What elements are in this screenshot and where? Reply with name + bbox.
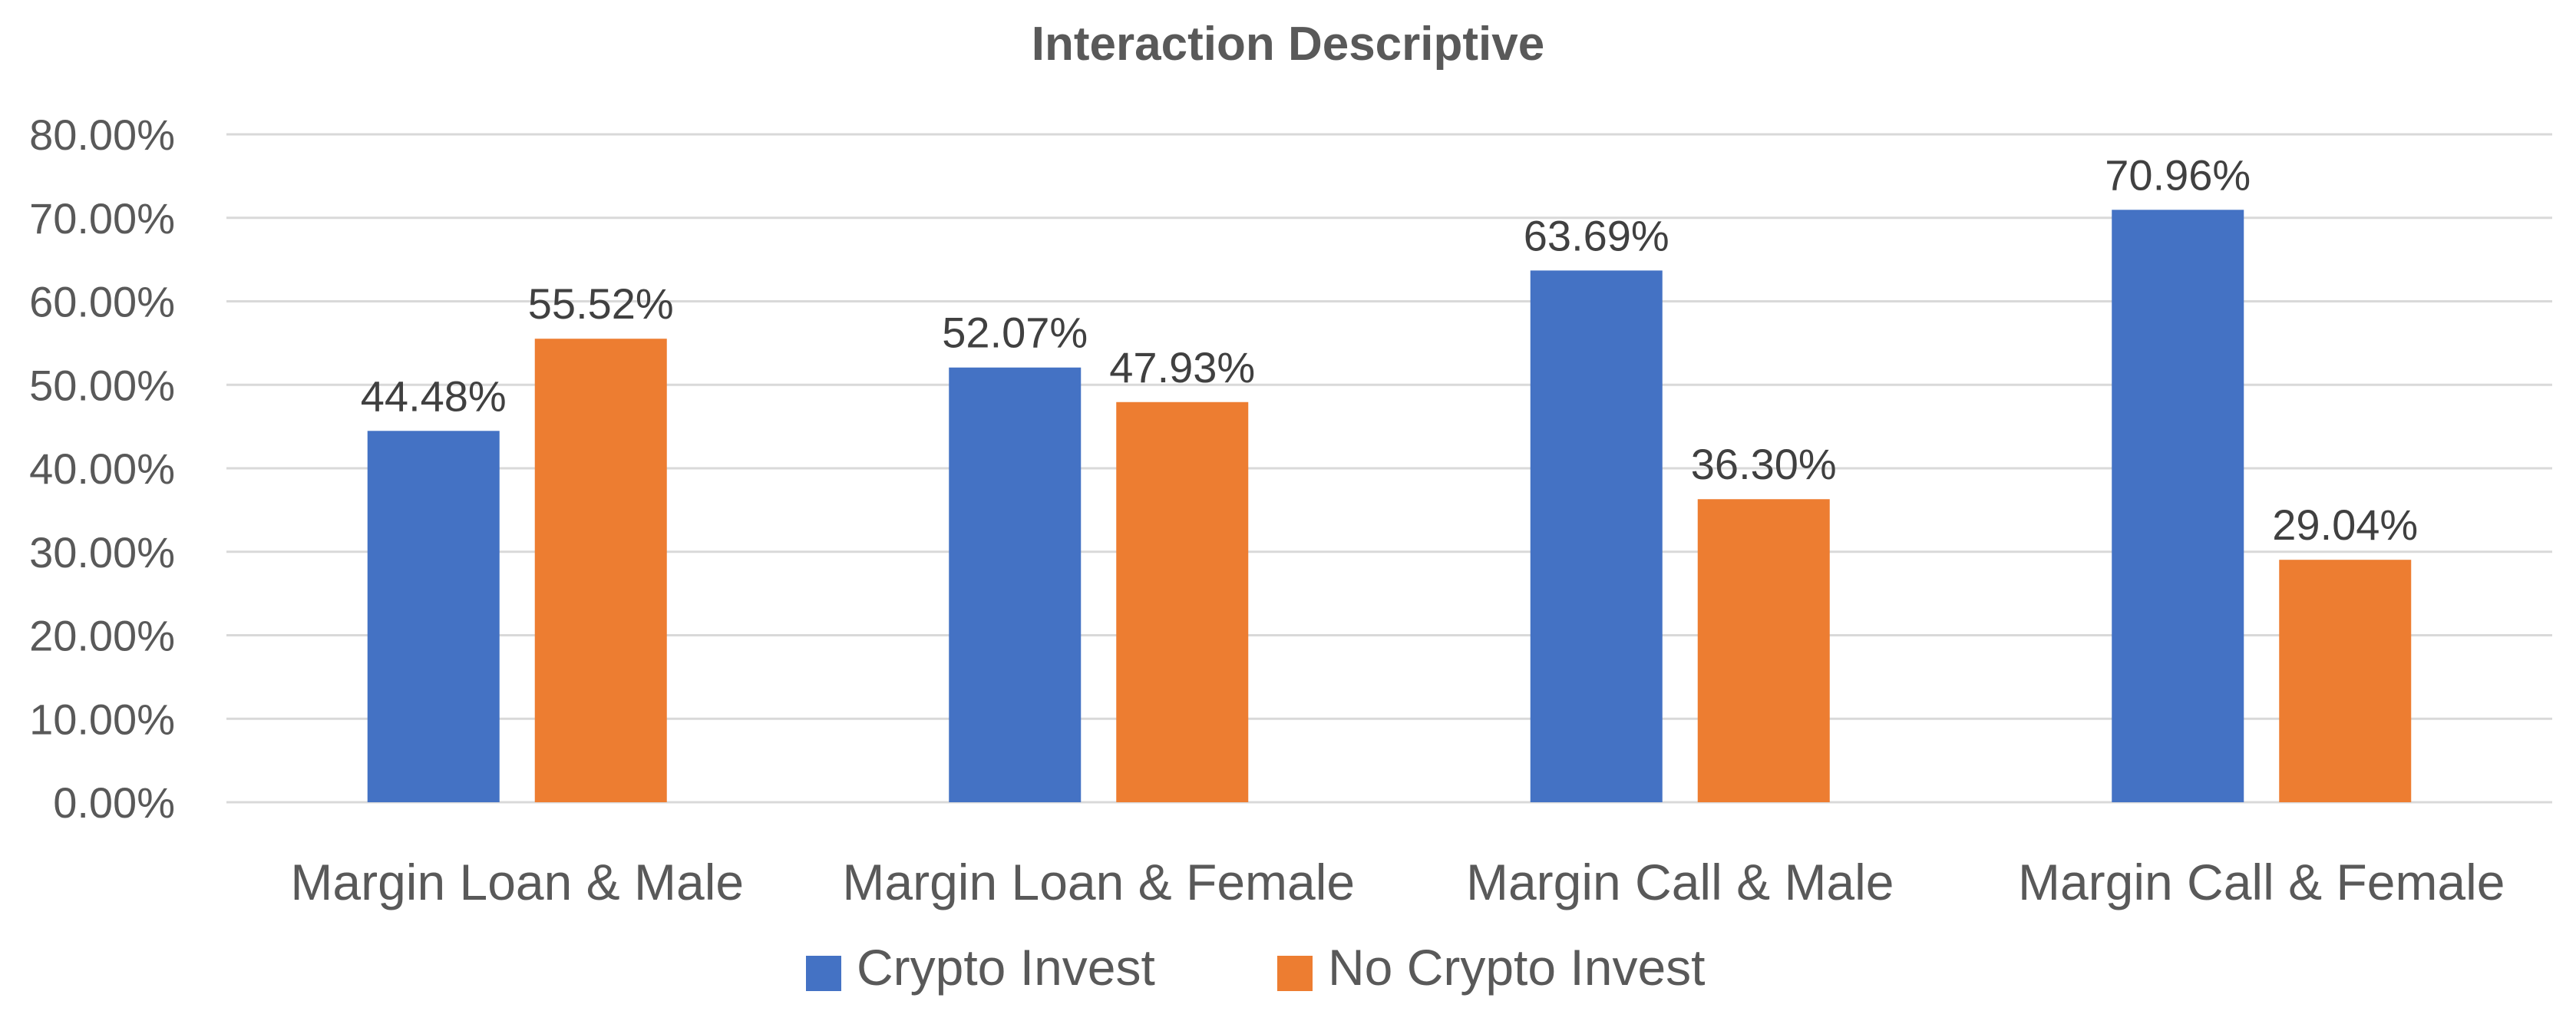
bar (367, 431, 500, 802)
x-axis-category-labels: Margin Loan & Male Margin Loan & Female Ma… (290, 854, 2505, 910)
category-label: Margin Loan & Female (842, 854, 1355, 910)
bar (1530, 270, 1663, 803)
y-tick-label: 40.00% (29, 444, 175, 493)
bar (1697, 499, 1830, 802)
y-tick-label: 60.00% (29, 278, 175, 326)
data-label: 55.52% (528, 279, 674, 328)
legend-label: Crypto Invest (857, 939, 1155, 996)
legend: Crypto Invest No Crypto Invest (806, 939, 1706, 996)
bar (534, 339, 667, 803)
y-axis-tick-labels: 0.00% 10.00% 20.00% 30.00% 40.00% 50.00% 60.00… (29, 111, 175, 827)
category-label: Margin Call & Male (1466, 854, 1894, 910)
bar (949, 367, 1082, 802)
bar (2112, 210, 2244, 802)
legend-swatch (1277, 956, 1313, 991)
y-tick-label: 10.00% (29, 695, 175, 743)
data-label: 70.96% (2105, 150, 2251, 199)
y-tick-label: 80.00% (29, 111, 175, 159)
y-tick-label: 30.00% (29, 528, 175, 577)
bar (1116, 401, 1249, 802)
data-label: 63.69% (1524, 211, 1669, 259)
y-tick-label: 0.00% (53, 778, 175, 827)
data-label: 29.04% (2272, 501, 2418, 549)
category-label: Margin Call & Female (2018, 854, 2505, 910)
y-tick-label: 20.00% (29, 612, 175, 660)
bars (367, 210, 2412, 803)
chart-title: Interaction Descriptive (1032, 18, 1544, 71)
data-labels: 44.48% 55.52% 52.07% 47.93% 63.69% 36.30% 70.9… (361, 150, 2418, 549)
data-label: 36.30% (1691, 440, 1837, 488)
bar (2279, 560, 2412, 802)
y-tick-label: 50.00% (29, 361, 175, 409)
data-label: 44.48% (361, 372, 507, 420)
category-label: Margin Loan & Male (290, 854, 744, 910)
data-label: 47.93% (1109, 343, 1255, 392)
legend-label: No Crypto Invest (1328, 939, 1706, 996)
data-label: 52.07% (942, 309, 1088, 357)
legend-swatch (806, 956, 841, 991)
y-tick-label: 70.00% (29, 194, 175, 243)
